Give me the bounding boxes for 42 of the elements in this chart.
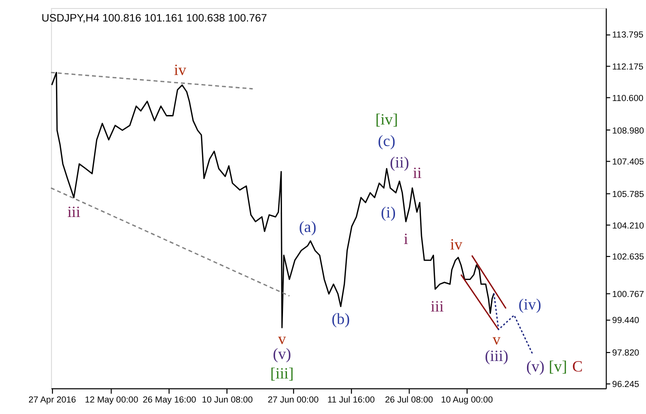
annotation: iii <box>67 204 82 222</box>
y-tick-label: 105.785 <box>612 188 644 199</box>
x-tick-label: 26 May 16:00 <box>142 394 196 405</box>
x-tick-label: 26 Jul 08:00 <box>385 394 434 405</box>
annotation: (v) <box>526 358 545 376</box>
y-tick-label: 102.635 <box>612 252 644 262</box>
annotation: iii <box>430 298 444 316</box>
annotation: v <box>492 331 501 348</box>
annotation: (a) <box>298 219 316 236</box>
y-tick-label: 110.600 <box>612 93 644 104</box>
annotation: (v) <box>272 346 292 363</box>
y-tick-label: 97.820 <box>612 348 640 358</box>
x-tick-label: 10 Aug 00:00 <box>440 394 493 405</box>
annotation: (i) <box>380 204 396 222</box>
annotation: (b) <box>332 311 350 328</box>
y-tick-label: 100.767 <box>612 288 644 299</box>
y-tick-label: 104.210 <box>612 220 644 230</box>
y-tick-label: 113.795 <box>612 29 644 40</box>
x-tick-label: 11 Jul 16:00 <box>327 394 375 405</box>
annotation: (iii) <box>484 348 508 365</box>
annotation: i <box>404 231 409 248</box>
y-tick-label: 112.175 <box>612 62 644 72</box>
y-tick-label: 107.405 <box>612 156 644 167</box>
x-tick-label: 27 Jun 00:00 <box>268 394 319 405</box>
x-tick-label: 12 May 00:00 <box>84 394 138 405</box>
annotation: iv <box>450 236 463 254</box>
x-tick-label: 10 Jun 08:00 <box>202 394 253 405</box>
annotation: (c) <box>378 133 396 150</box>
annotation: [v] <box>548 358 568 376</box>
annotation: v <box>278 331 286 348</box>
annotation: C <box>572 358 583 376</box>
annotation: [iii] <box>270 366 294 383</box>
y-tick-label: 108.980 <box>612 125 644 136</box>
x-tick-label: 27 Apr 2016 <box>28 394 76 405</box>
annotation: (ii) <box>390 154 410 172</box>
chart-title: USDJPY,H4 100.816 101.161 100.638 100.767 <box>41 12 267 25</box>
annotation: [iv] <box>375 112 398 129</box>
annotation: ii <box>412 165 422 182</box>
annotation: iv <box>174 62 186 80</box>
annotation: (iv) <box>518 296 542 314</box>
y-tick-label: 96.245 <box>612 378 640 389</box>
y-tick-label: 99.440 <box>612 315 640 326</box>
